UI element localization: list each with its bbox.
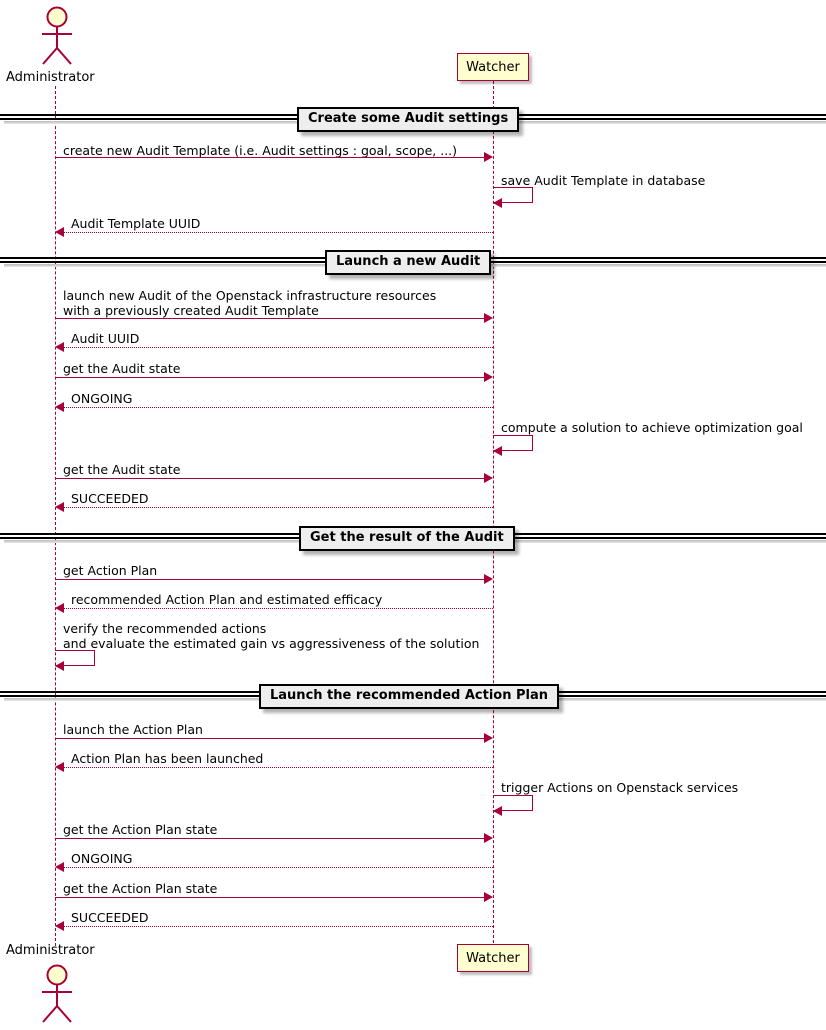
message-arrow-m4 bbox=[55, 318, 485, 319]
message-label-m5: Audit UUID bbox=[71, 331, 140, 346]
message-label-m3: Audit Template UUID bbox=[71, 216, 201, 231]
arrowhead-m9 bbox=[484, 473, 493, 483]
message-label-m20: SUCCEEDED bbox=[71, 910, 149, 925]
message-arrow-m18 bbox=[64, 867, 493, 868]
message-label-m15: Action Plan has been launched bbox=[71, 751, 264, 766]
arrowhead-m17 bbox=[484, 833, 493, 843]
message-label-m10: SUCCEEDED bbox=[71, 491, 149, 506]
arrowhead-m6 bbox=[484, 372, 493, 382]
lifeline-watcher bbox=[493, 81, 494, 943]
message-selfloop-m13 bbox=[55, 650, 95, 666]
message-arrow-m17 bbox=[55, 838, 485, 839]
message-arrow-m3 bbox=[64, 232, 493, 233]
message-label-m18: ONGOING bbox=[71, 851, 133, 866]
message-label-m12: recommended Action Plan and estimated ef… bbox=[71, 592, 383, 607]
actor-administrator-top[interactable] bbox=[33, 4, 79, 70]
message-label-m8: compute a solution to achieve optimizati… bbox=[501, 420, 803, 435]
message-label-m2: save Audit Template in database bbox=[501, 173, 706, 188]
message-label-m17: get the Action Plan state bbox=[63, 822, 218, 837]
participant-box-watcher-bottom[interactable]: Watcher bbox=[457, 944, 529, 972]
message-label-m16: trigger Actions on Openstack services bbox=[501, 780, 739, 795]
arrowhead-m8 bbox=[493, 446, 502, 456]
participant-label-watcher-top: Watcher bbox=[466, 59, 520, 75]
lifeline-administrator bbox=[55, 86, 56, 946]
arrowhead-m1 bbox=[484, 152, 493, 162]
arrowhead-m13 bbox=[55, 661, 64, 671]
message-label-m6: get the Audit state bbox=[63, 361, 181, 376]
arrowhead-m11 bbox=[484, 574, 493, 584]
message-arrow-m11 bbox=[55, 579, 485, 580]
message-arrow-m14 bbox=[55, 738, 485, 739]
arrowhead-m19 bbox=[484, 892, 493, 902]
message-selfloop-m16 bbox=[493, 795, 533, 811]
arrowhead-m12 bbox=[55, 603, 64, 613]
arrowhead-m2 bbox=[493, 198, 502, 208]
message-arrow-m7 bbox=[64, 407, 493, 408]
message-label-m13-line1: verify the recommended actions bbox=[63, 621, 267, 636]
actor-administrator-bottom[interactable] bbox=[33, 962, 79, 1028]
message-label-m1: create new Audit Template (i.e. Audit se… bbox=[63, 143, 458, 158]
message-label-m14: launch the Action Plan bbox=[63, 722, 203, 737]
participant-box-watcher-top[interactable]: Watcher bbox=[457, 53, 529, 81]
arrowhead-m5 bbox=[55, 342, 64, 352]
arrowhead-m18 bbox=[55, 862, 64, 872]
divider-label-create-audit-settings: Create some Audit settings bbox=[297, 107, 520, 132]
arrowhead-m20 bbox=[55, 921, 64, 931]
arrowhead-m3 bbox=[55, 227, 64, 237]
arrowhead-m14 bbox=[484, 733, 493, 743]
message-arrow-m9 bbox=[55, 478, 485, 479]
arrowhead-m15 bbox=[55, 762, 64, 772]
arrowhead-m7 bbox=[55, 402, 64, 412]
participant-label-watcher-bottom: Watcher bbox=[466, 950, 520, 966]
message-arrow-m15 bbox=[64, 767, 493, 768]
divider-label-launch-new-audit: Launch a new Audit bbox=[325, 250, 492, 275]
arrowhead-m10 bbox=[55, 502, 64, 512]
message-selfloop-m8 bbox=[493, 435, 533, 451]
message-selfloop-m2 bbox=[493, 187, 533, 203]
message-arrow-m12 bbox=[64, 608, 493, 609]
arrowhead-m4 bbox=[484, 313, 493, 323]
message-arrow-m20 bbox=[64, 926, 493, 927]
divider-label-launch-recommended-action-plan: Launch the recommended Action Plan bbox=[259, 684, 560, 709]
message-arrow-m5 bbox=[64, 347, 493, 348]
message-label-m4-line2: with a previously created Audit Template bbox=[63, 303, 319, 318]
message-label-m4-line1: launch new Audit of the Openstack infras… bbox=[63, 288, 437, 303]
participant-label-administrator-top: Administrator bbox=[6, 70, 95, 85]
message-label-m7: ONGOING bbox=[71, 391, 133, 406]
message-label-m9: get the Audit state bbox=[63, 462, 181, 477]
participant-label-administrator-bottom: Administrator bbox=[6, 943, 95, 958]
message-arrow-m10 bbox=[64, 507, 493, 508]
message-label-m19: get the Action Plan state bbox=[63, 881, 218, 896]
message-arrow-m19 bbox=[55, 897, 485, 898]
arrowhead-m16 bbox=[493, 806, 502, 816]
message-arrow-m1 bbox=[55, 157, 485, 158]
message-label-m13-line2: and evaluate the estimated gain vs aggre… bbox=[63, 636, 480, 651]
message-arrow-m6 bbox=[55, 377, 485, 378]
message-label-m11: get Action Plan bbox=[63, 563, 158, 578]
divider-label-get-result-of-audit: Get the result of the Audit bbox=[299, 526, 515, 551]
